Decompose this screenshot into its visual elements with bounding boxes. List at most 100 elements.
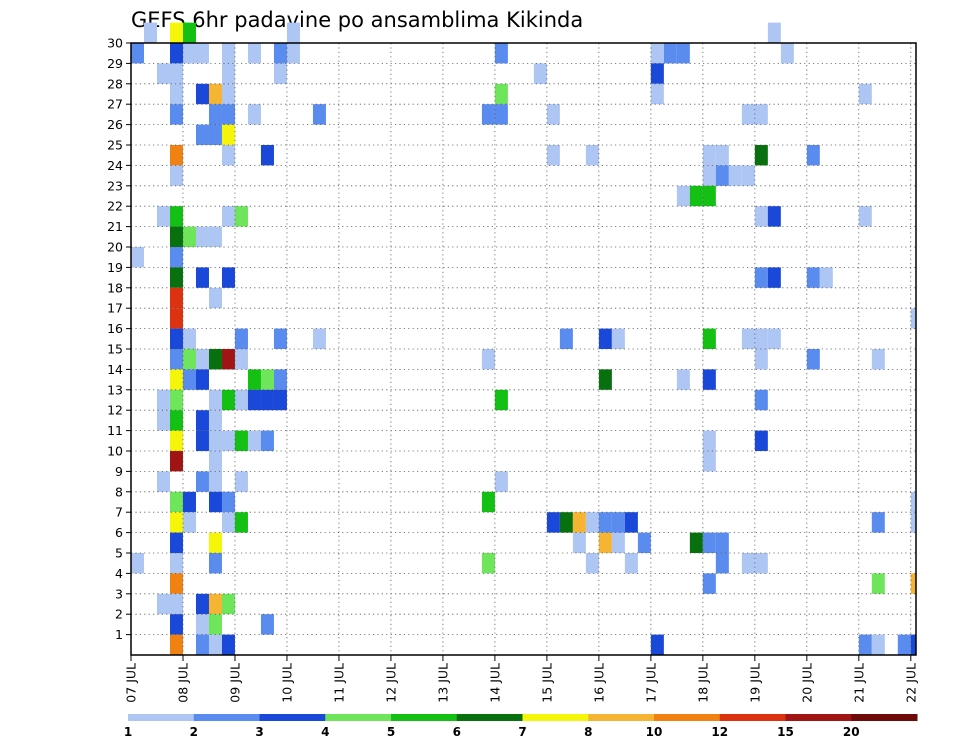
precip-cell bbox=[169, 287, 183, 309]
precip-cell bbox=[156, 471, 170, 492]
precip-cell bbox=[182, 369, 196, 390]
x-tick-label: 22 JUL bbox=[903, 663, 918, 703]
precip-cell bbox=[286, 43, 300, 64]
precip-cell bbox=[702, 165, 716, 186]
precip-cell bbox=[663, 43, 677, 64]
precip-cell bbox=[650, 63, 664, 84]
precip-cell bbox=[481, 491, 495, 513]
precip-cell bbox=[871, 573, 885, 594]
colorbar-label: 3 bbox=[255, 725, 263, 739]
colorbar-swatch bbox=[456, 714, 523, 721]
precip-cell bbox=[221, 389, 235, 411]
x-tick-label: 10 JUL bbox=[279, 663, 294, 703]
colorbar-swatch bbox=[785, 714, 852, 721]
precip-cell bbox=[546, 104, 560, 125]
precip-cell bbox=[208, 553, 222, 574]
precip-cell bbox=[182, 43, 196, 64]
x-tick-label: 12 JUL bbox=[383, 663, 398, 703]
colorbar-swatch bbox=[588, 714, 655, 721]
colorbar-swatch bbox=[391, 714, 458, 721]
precip-cell bbox=[195, 83, 209, 105]
precip-cell bbox=[572, 512, 586, 533]
precip-cell bbox=[754, 389, 768, 411]
precip-cell bbox=[182, 328, 196, 349]
precip-cell bbox=[169, 451, 183, 472]
precip-cell bbox=[767, 267, 781, 288]
precip-cell bbox=[754, 104, 768, 125]
y-tick-label: 7 bbox=[115, 505, 123, 520]
precip-cell bbox=[494, 104, 508, 125]
precip-cell bbox=[234, 328, 248, 349]
precip-cell bbox=[247, 369, 261, 390]
precip-cell bbox=[598, 369, 612, 390]
precip-cell bbox=[598, 532, 612, 553]
precip-cell bbox=[131, 43, 144, 64]
precip-cell bbox=[481, 553, 495, 574]
precip-cell bbox=[481, 104, 495, 125]
precip-cell bbox=[208, 593, 222, 615]
precip-cell bbox=[585, 553, 599, 574]
precip-cell bbox=[169, 512, 183, 533]
precip-cell bbox=[182, 491, 196, 513]
precip-cell bbox=[169, 328, 183, 349]
precip-cell bbox=[131, 247, 144, 268]
precip-cell bbox=[910, 634, 916, 655]
precip-cell bbox=[208, 491, 222, 513]
precip-cell bbox=[182, 349, 196, 370]
precip-cell bbox=[195, 634, 209, 655]
precip-cell bbox=[169, 22, 183, 43]
precip-cell bbox=[247, 104, 261, 125]
precip-cell bbox=[195, 410, 209, 431]
colorbar-label: 1 bbox=[124, 725, 132, 739]
precip-cell bbox=[806, 349, 820, 370]
colorbar-swatch bbox=[128, 714, 195, 721]
precip-cell bbox=[182, 512, 196, 533]
precip-cell bbox=[234, 206, 248, 227]
precip-cell bbox=[221, 145, 235, 166]
precip-cell bbox=[559, 512, 573, 533]
precip-cell bbox=[169, 43, 183, 64]
precip-cell bbox=[221, 104, 235, 125]
precip-cell bbox=[312, 328, 326, 349]
precip-cell bbox=[754, 328, 768, 349]
precip-cell bbox=[273, 369, 287, 390]
y-tick-label: 26 bbox=[107, 117, 123, 132]
precip-cell bbox=[169, 389, 183, 411]
precip-cell bbox=[676, 369, 690, 390]
precip-cell bbox=[221, 124, 235, 145]
precip-cell bbox=[260, 614, 274, 635]
precip-cell bbox=[767, 206, 781, 227]
precip-cell bbox=[195, 226, 209, 247]
precip-cell bbox=[611, 328, 625, 349]
precip-cell bbox=[910, 573, 916, 594]
precip-cell bbox=[689, 532, 703, 553]
precip-cell bbox=[312, 104, 326, 125]
precip-cell bbox=[169, 165, 183, 186]
precip-cell bbox=[156, 206, 170, 227]
precip-cell bbox=[169, 532, 183, 553]
x-tick-label: 19 JUL bbox=[747, 663, 762, 703]
precip-cell bbox=[754, 553, 768, 574]
precip-cell bbox=[195, 430, 209, 451]
precip-cell bbox=[260, 145, 274, 166]
precip-cell bbox=[169, 593, 183, 615]
precip-cell bbox=[754, 145, 768, 166]
precip-cell bbox=[598, 328, 612, 349]
y-axis: 1234567891011121314151617181920212223242… bbox=[107, 36, 131, 642]
y-tick-label: 16 bbox=[107, 321, 123, 336]
precip-cell bbox=[169, 553, 183, 574]
y-tick-label: 1 bbox=[115, 627, 123, 642]
y-tick-label: 14 bbox=[107, 362, 123, 377]
precip-cell bbox=[260, 389, 274, 411]
precip-cell bbox=[702, 145, 716, 166]
precip-cell bbox=[494, 389, 508, 411]
precip-cell bbox=[195, 124, 209, 145]
y-tick-label: 29 bbox=[107, 56, 123, 71]
precip-cell bbox=[546, 145, 560, 166]
precip-cell bbox=[624, 512, 638, 533]
y-tick-label: 30 bbox=[107, 36, 123, 51]
precip-cell bbox=[598, 512, 612, 533]
precip-cell bbox=[182, 22, 196, 43]
precip-cell bbox=[676, 185, 690, 207]
